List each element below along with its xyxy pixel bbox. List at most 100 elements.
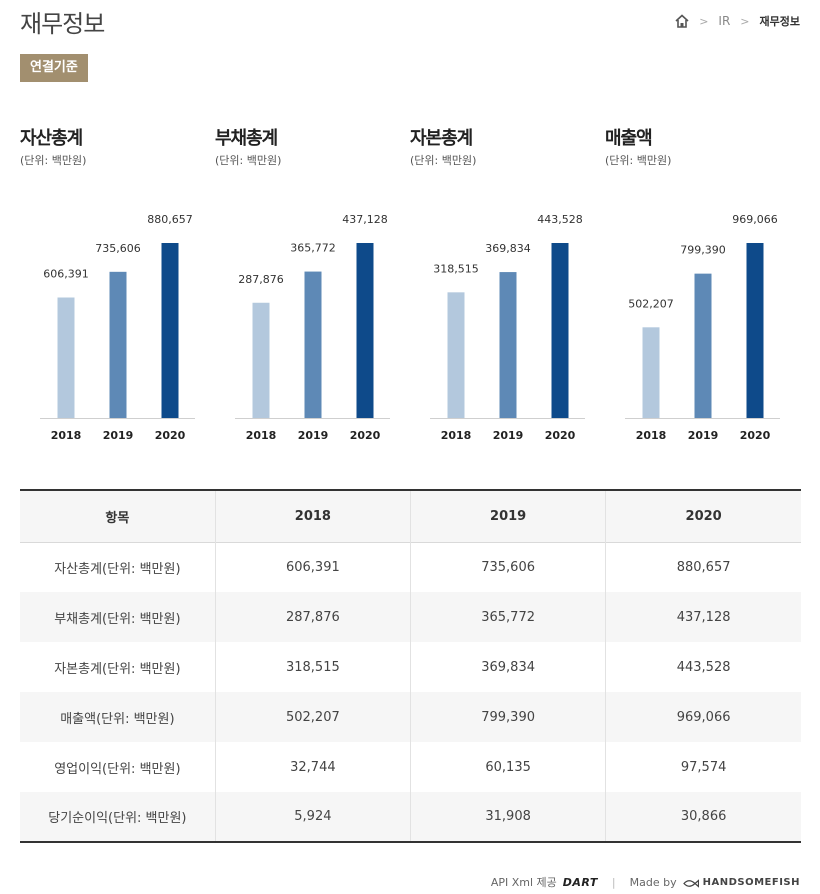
table-cell: 799,390 [409, 692, 606, 742]
bar-value-label: 880,657 [147, 213, 193, 226]
chart-unit: (단위: 백만원) [215, 154, 282, 167]
x-tick-label: 2020 [350, 429, 381, 442]
consolidated-basis-badge[interactable]: 연결기준 [20, 54, 88, 82]
x-tick-label: 2020 [155, 429, 186, 442]
table-cell: 502,207 [214, 692, 411, 742]
bar-chart: 287,876 2018 365,772 2019 437,128 2020 [235, 213, 390, 442]
breadcrumb: > IR > 재무정보 [675, 13, 800, 29]
fish-icon [682, 878, 699, 888]
financial-table-wrapper: 항목 2018 2019 2020 자산총계(단위: 백만원) 606,391 … [20, 489, 801, 843]
home-icon[interactable] [675, 14, 689, 28]
table-row: 매출액(단위: 백만원) 502,207 799,390 969,066 [20, 692, 801, 742]
table-cell: 735,606 [409, 542, 606, 592]
bar-2020 [161, 243, 179, 418]
row-label: 매출액(단위: 백만원) [60, 711, 175, 727]
x-tick-label: 2020 [740, 429, 771, 442]
table-cell: 31,908 [409, 792, 606, 842]
x-tick-label: 2018 [246, 429, 277, 442]
bar-2020 [551, 243, 569, 418]
x-tick-label: 2018 [636, 429, 667, 442]
chart-total-liabilities: 부채총계 (단위: 백만원) 287,876 2018 365,772 2019 437… [195, 110, 390, 460]
row-label: 자산총계(단위: 백만원) [54, 561, 181, 577]
table-row: 영업이익(단위: 백만원) 32,744 60,135 97,574 [20, 742, 801, 792]
table-cell: 443,528 [605, 642, 801, 692]
table-cell: 880,657 [605, 542, 801, 592]
row-label: 영업이익(단위: 백만원) [54, 761, 181, 777]
bar-value-label: 502,207 [628, 297, 674, 310]
bar-chart: 502,207 2018 799,390 2019 969,066 2020 [625, 213, 780, 442]
table-cell: 32,744 [214, 742, 411, 792]
bar-2020 [746, 243, 764, 418]
made-by-label: Made by [629, 875, 677, 889]
x-tick-label: 2019 [493, 429, 524, 442]
bar-value-label: 369,834 [485, 242, 531, 255]
x-tick-label: 2018 [441, 429, 472, 442]
table-cell: 318,515 [214, 642, 411, 692]
column-header-2018: 2018 [214, 490, 411, 542]
table-cell: 369,834 [409, 642, 606, 692]
table-row: 자본총계(단위: 백만원) 318,515 369,834 443,528 [20, 642, 801, 692]
bar-value-label: 287,876 [238, 273, 284, 286]
bar-2019 [109, 271, 127, 418]
bar-2019 [694, 273, 712, 418]
table-header-row: 항목 2018 2019 2020 [20, 490, 801, 542]
breadcrumb-separator: > [740, 14, 750, 28]
bar-value-label: 365,772 [290, 242, 336, 255]
breadcrumb-separator: > [699, 14, 709, 28]
breadcrumb-current: 재무정보 [759, 15, 800, 28]
table-cell: 365,772 [409, 592, 606, 642]
bar-2019 [304, 271, 322, 418]
column-header-item: 항목 [105, 510, 130, 526]
page-title: 재무정보 [20, 10, 105, 38]
bar-value-label: 799,390 [680, 244, 726, 257]
table-row: 부채총계(단위: 백만원) 287,876 365,772 437,128 [20, 592, 801, 642]
x-tick-label: 2018 [51, 429, 82, 442]
table-row: 자산총계(단위: 백만원) 606,391 735,606 880,657 [20, 542, 801, 592]
bar-value-label: 969,066 [732, 213, 778, 226]
x-tick-label: 2019 [298, 429, 329, 442]
footer: API Xml 제공 DART | Made by HANDSOMEFISH [491, 874, 800, 890]
bar-value-label: 606,391 [43, 268, 89, 281]
row-label: 자본총계(단위: 백만원) [54, 661, 181, 677]
chart-unit: (단위: 백만원) [20, 154, 87, 167]
table-cell: 30,866 [605, 792, 801, 842]
bar-2018 [447, 292, 465, 418]
bar-2018 [252, 302, 270, 418]
chart-title: 매출액 [605, 128, 653, 149]
x-tick-label: 2019 [103, 429, 134, 442]
chart-revenue: 매출액 (단위: 백만원) 502,207 2018 799,390 2019 969,… [585, 110, 780, 460]
bar-chart: 606,391 2018 735,606 2019 880,657 2020 [40, 213, 195, 442]
row-label: 당기순이익(단위: 백만원) [48, 811, 187, 826]
table-cell: 437,128 [605, 592, 801, 642]
bar-2020 [356, 243, 374, 418]
chart-total-equity: 자본총계 (단위: 백만원) 318,515 2018 369,834 2019 443… [390, 110, 585, 460]
breadcrumb-ir[interactable]: IR [718, 14, 731, 28]
financial-table: 항목 2018 2019 2020 자산총계(단위: 백만원) 606,391 … [20, 489, 801, 843]
table-cell: 969,066 [605, 692, 801, 742]
bar-value-label: 735,606 [95, 242, 141, 255]
column-header-2020: 2020 [605, 490, 801, 542]
bar-2018 [642, 327, 660, 418]
charts-section: 자산총계 (단위: 백만원) 606,391 2018 735,606 2019 880… [0, 110, 820, 460]
bar-value-label: 443,528 [537, 213, 583, 226]
table-cell: 60,135 [409, 742, 606, 792]
chart-title: 자산총계 [20, 128, 83, 149]
column-header-2019: 2019 [409, 490, 606, 542]
table-cell: 5,924 [214, 792, 411, 842]
table-row: 당기순이익(단위: 백만원) 5,924 31,908 30,866 [20, 792, 801, 842]
chart-title: 부채총계 [215, 128, 278, 149]
dart-logo[interactable]: DART [562, 875, 598, 889]
chart-unit: (단위: 백만원) [410, 154, 477, 167]
bar-value-label: 437,128 [342, 213, 388, 226]
footer-divider: | [611, 875, 616, 889]
maker-logo[interactable]: HANDSOMEFISH [702, 876, 800, 888]
bar-value-label: 318,515 [433, 262, 479, 275]
x-tick-label: 2019 [688, 429, 719, 442]
bar-2019 [499, 272, 517, 418]
bar-chart: 318,515 2018 369,834 2019 443,528 2020 [430, 213, 585, 442]
table-cell: 287,876 [214, 592, 411, 642]
table-cell: 606,391 [214, 542, 411, 592]
table-cell: 97,574 [605, 742, 801, 792]
x-tick-label: 2020 [545, 429, 576, 442]
bar-2018 [57, 297, 75, 418]
